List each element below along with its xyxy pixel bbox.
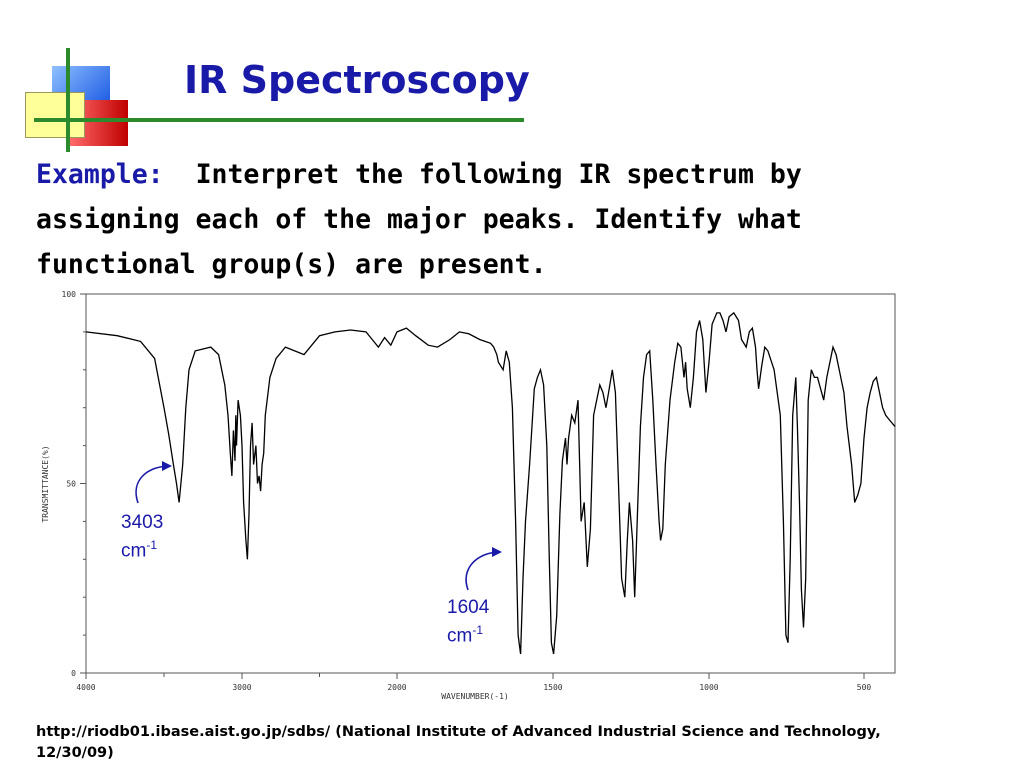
plot-frame [85,293,896,674]
y-tick-label: 100 [62,290,77,299]
annotation-1604-exponent: -1 [472,623,483,637]
example-prompt: Example: Interpret the following IR spec… [36,152,936,287]
annotation-1604-value: 1604 [447,597,490,618]
annotation-3403-value: 3403 [121,512,164,533]
y-tick-label: 0 [71,669,76,678]
title-underline [34,118,524,122]
x-tick-label: 2000 [387,683,406,692]
example-text: Interpret the following IR spectrum by a… [36,159,802,280]
logo-yellow-square [25,92,85,138]
example-label: Example: [36,159,164,190]
ir-spectrum-chart: 4000 3000 2000 1500 1000 500 0 50 100 WAVENUMBER… [41,290,896,700]
x-tick-label: 1000 [699,683,718,692]
x-tick-label: 1500 [543,683,562,692]
annotation-1604-unit: cm [447,625,473,647]
annotation-3403-exponent: -1 [146,538,157,552]
y-tick-label: 50 [66,480,76,489]
annotation-arrow-1604 [465,547,502,591]
slide-title: IR Spectroscopy [184,58,530,102]
annotation-3403-unit: cm [121,540,147,562]
annotation-1604: 1604 cm-1 [447,597,489,647]
annotation-3403: 3403 cm-1 [121,512,163,562]
source-citation: http://riodb01.ibase.aist.go.jp/sdbs/ (N… [36,724,881,761]
x-axis-label: WAVENUMBER(-1) [441,692,508,700]
x-tick-label: 4000 [76,683,95,692]
spectrum-line [85,311,896,655]
x-tick-label: 500 [857,683,872,692]
annotation-arrow-3403 [135,461,172,504]
x-tick-label: 3000 [232,683,251,692]
logo-vertical-rule [66,48,70,152]
chart-axes: 4000 3000 2000 1500 1000 500 0 50 100 [62,290,872,692]
slide-logo [20,48,524,152]
y-axis-label: TRANSMITTANCE(%) [41,445,50,522]
